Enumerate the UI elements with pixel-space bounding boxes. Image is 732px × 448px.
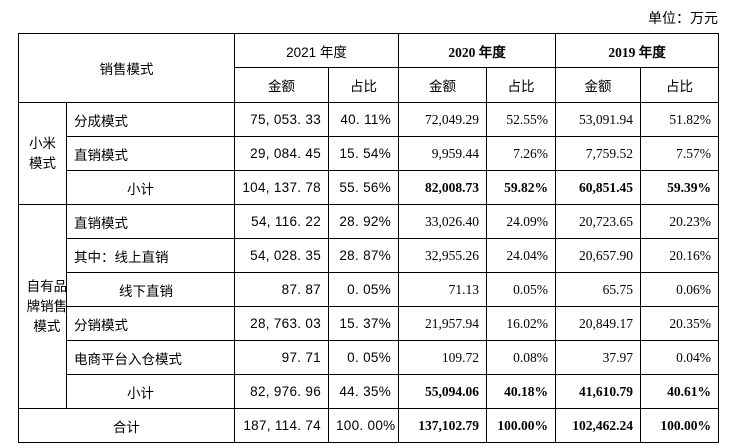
value-cell: 40. 11% bbox=[327, 102, 400, 137]
group-cell: 小米模式 bbox=[18, 102, 67, 205]
value-cell: 100.00% bbox=[640, 408, 720, 443]
header-cell: 2020 年度 bbox=[398, 33, 557, 68]
value-cell: 16.02% bbox=[486, 306, 557, 341]
header-cell: 金额 bbox=[234, 67, 329, 103]
table-row: 小计 82, 976. 96 44. 35% 55,094.06 40.18% 41,61… bbox=[19, 374, 720, 409]
value-cell: 15. 37% bbox=[327, 306, 400, 341]
table-row: 分销模式 28, 763. 03 15. 37% 21,957.94 16.02% 20,… bbox=[19, 306, 720, 341]
unit-label: 单位：万元 bbox=[648, 12, 718, 27]
value-cell: 9,959.44 bbox=[398, 136, 488, 171]
value-cell: 0.06% bbox=[640, 272, 720, 307]
header-cell: 销售模式 bbox=[18, 33, 235, 103]
value-cell: 20.23% bbox=[640, 204, 720, 239]
value-cell: 59.39% bbox=[640, 170, 720, 205]
value-cell: 102,462.24 bbox=[555, 408, 642, 443]
value-cell: 137,102.79 bbox=[398, 408, 488, 443]
table-row: 其中：线上直销 54, 028. 35 28. 87% 32,955.26 24.04%… bbox=[19, 238, 720, 273]
header-cell: 2019 年度 bbox=[555, 33, 720, 68]
value-cell: 40.18% bbox=[486, 374, 557, 409]
value-cell: 0.04% bbox=[640, 340, 720, 375]
row-label: 合计 bbox=[18, 408, 235, 443]
value-cell: 75, 053. 33 bbox=[234, 102, 329, 137]
value-cell: 20,849.17 bbox=[555, 306, 642, 341]
group-label: 自有品牌销售模式 bbox=[26, 278, 68, 334]
header-cell: 2021 年度 bbox=[233, 33, 400, 68]
value-cell: 0.05% bbox=[486, 272, 557, 307]
value-cell: 55. 56% bbox=[327, 170, 400, 205]
header-cell: 金额 bbox=[555, 67, 642, 103]
value-cell: 7.57% bbox=[640, 136, 720, 171]
row-label: 直销模式 bbox=[66, 204, 235, 239]
table-row: 直销模式 29, 084. 45 15. 54% 9,959.44 7.26% 7,759… bbox=[19, 136, 720, 171]
value-cell: 29, 084. 45 bbox=[234, 136, 329, 171]
group-cell: 自有品牌销售模式 bbox=[18, 204, 68, 409]
value-cell: 32,955.26 bbox=[398, 238, 488, 273]
value-cell: 33,026.40 bbox=[398, 204, 488, 239]
row-label: 分成模式 bbox=[66, 102, 235, 137]
row-label: 线下直销 bbox=[66, 272, 235, 307]
table-body: 小米模式 分成模式 75, 053. 33 40. 11% 72,049.29 52.55… bbox=[18, 102, 720, 443]
value-cell: 52.55% bbox=[486, 102, 557, 137]
value-cell: 0. 05% bbox=[327, 340, 400, 375]
value-cell: 28, 763. 03 bbox=[234, 306, 329, 341]
table-row: 自有品牌销售模式 直销模式 54, 116. 22 28. 92% 33,026.40 2… bbox=[18, 204, 720, 409]
value-cell: 37.97 bbox=[555, 340, 642, 375]
total-row: 合计 187, 114. 74 100. 00% 137,102.79 100.00% 1… bbox=[18, 408, 720, 443]
row-label: 小计 bbox=[66, 374, 235, 409]
row-label: 直销模式 bbox=[66, 136, 235, 171]
table-row: 小计 104, 137. 78 55. 56% 82,008.73 59.82% 60,8… bbox=[19, 170, 720, 205]
value-cell: 82, 976. 96 bbox=[234, 374, 329, 409]
value-cell: 20.16% bbox=[640, 238, 720, 273]
value-cell: 7.26% bbox=[486, 136, 557, 171]
value-cell: 41,610.79 bbox=[555, 374, 642, 409]
value-cell: 97. 71 bbox=[234, 340, 329, 375]
value-cell: 51.82% bbox=[640, 102, 720, 137]
value-cell: 53,091.94 bbox=[555, 102, 642, 137]
value-cell: 54, 028. 35 bbox=[234, 238, 329, 273]
value-cell: 55,094.06 bbox=[398, 374, 488, 409]
value-cell: 0.08% bbox=[486, 340, 557, 375]
header-cell: 金额 bbox=[398, 67, 488, 103]
value-cell: 82,008.73 bbox=[398, 170, 488, 205]
header-cell: 占比 bbox=[486, 67, 557, 103]
value-cell: 24.09% bbox=[486, 204, 557, 239]
row-label: 分销模式 bbox=[66, 306, 235, 341]
value-cell: 59.82% bbox=[486, 170, 557, 205]
value-cell: 44. 35% bbox=[327, 374, 400, 409]
value-cell: 15. 54% bbox=[327, 136, 400, 171]
group-label: 小米模式 bbox=[29, 135, 56, 171]
sales-table: 销售模式 2021 年度 2020 年度 2019 年度 金额 占比 金额 占比… bbox=[18, 33, 720, 443]
value-cell: 24.04% bbox=[486, 238, 557, 273]
value-cell: 28. 92% bbox=[327, 204, 400, 239]
row-label: 其中：线上直销 bbox=[66, 238, 235, 273]
value-cell: 0. 05% bbox=[327, 272, 400, 307]
value-cell: 104, 137. 78 bbox=[234, 170, 329, 205]
value-cell: 60,851.45 bbox=[555, 170, 642, 205]
value-cell: 72,049.29 bbox=[398, 102, 488, 137]
value-cell: 187, 114. 74 bbox=[234, 408, 329, 443]
value-cell: 20,723.65 bbox=[555, 204, 642, 239]
value-cell: 54, 116. 22 bbox=[234, 204, 329, 239]
value-cell: 100. 00% bbox=[327, 408, 400, 443]
table-row: 小米模式 分成模式 75, 053. 33 40. 11% 72,049.29 52.55… bbox=[18, 102, 720, 205]
value-cell: 40.61% bbox=[640, 374, 720, 409]
header-cell: 占比 bbox=[640, 67, 720, 103]
value-cell: 87. 87 bbox=[234, 272, 329, 307]
value-cell: 71.13 bbox=[398, 272, 488, 307]
value-cell: 65.75 bbox=[555, 272, 642, 307]
value-cell: 28. 87% bbox=[327, 238, 400, 273]
table-row: 电商平台入仓模式 97. 71 0. 05% 109.72 0.08% 37.97 0.04… bbox=[19, 340, 720, 375]
value-cell: 7,759.52 bbox=[555, 136, 642, 171]
value-cell: 100.00% bbox=[486, 408, 557, 443]
row-label: 小计 bbox=[66, 170, 235, 205]
row-label: 电商平台入仓模式 bbox=[66, 340, 235, 375]
table-row: 线下直销 87. 87 0. 05% 71.13 0.05% 65.75 0.06% bbox=[19, 272, 720, 307]
value-cell: 20.35% bbox=[640, 306, 720, 341]
value-cell: 20,657.90 bbox=[555, 238, 642, 273]
header-cell: 占比 bbox=[327, 67, 400, 103]
value-cell: 21,957.94 bbox=[398, 306, 488, 341]
value-cell: 109.72 bbox=[398, 340, 488, 375]
